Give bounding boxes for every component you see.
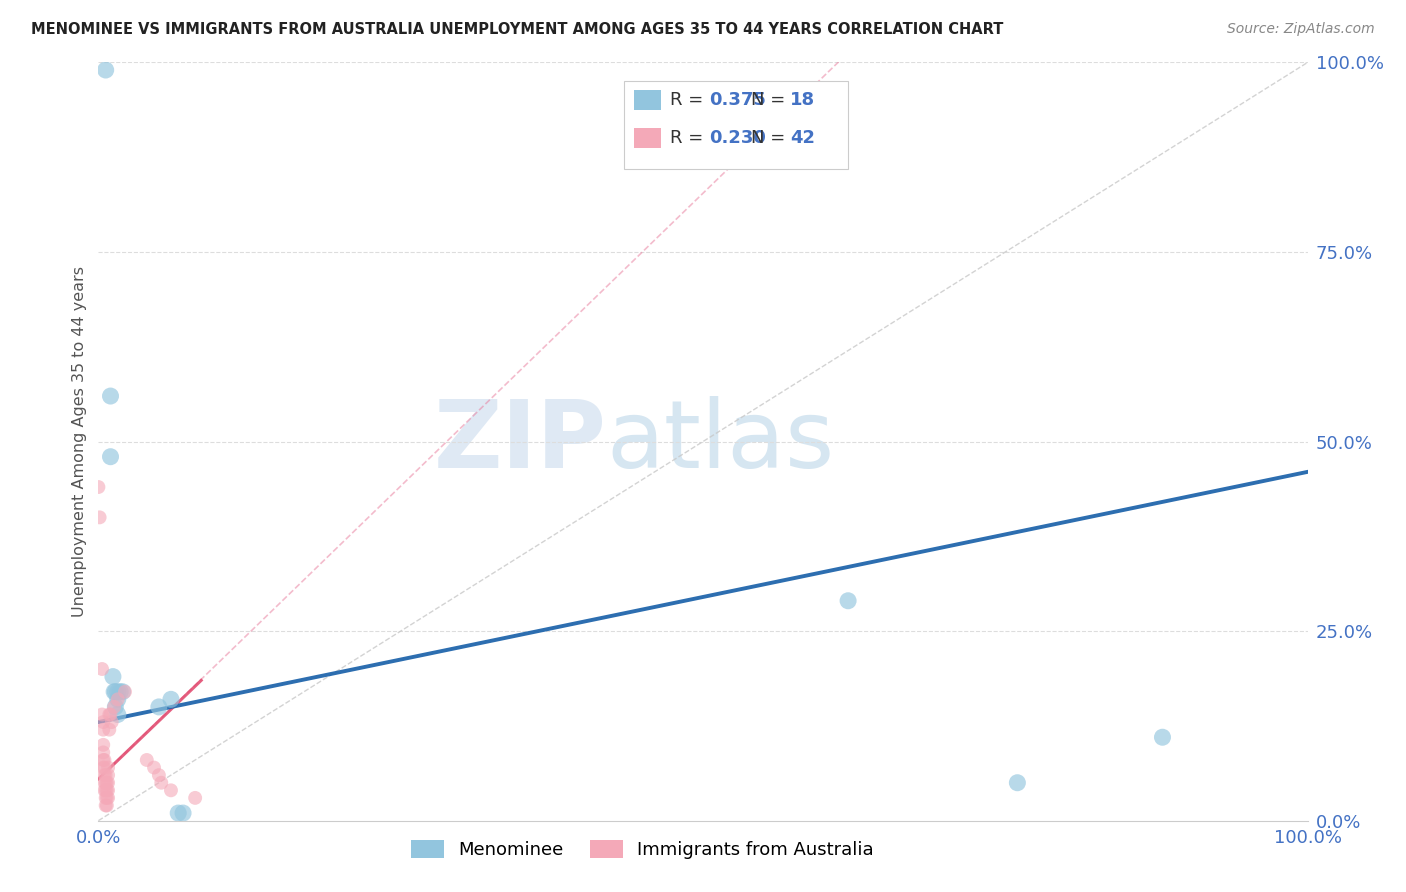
Y-axis label: Unemployment Among Ages 35 to 44 years: Unemployment Among Ages 35 to 44 years	[72, 266, 87, 617]
Point	[100, 389, 122, 403]
Point	[98, 723, 121, 737]
Point	[101, 669, 124, 683]
Point	[89, 510, 111, 524]
Point	[98, 707, 121, 722]
Text: N =: N =	[751, 129, 792, 147]
Point	[91, 760, 114, 774]
Point	[93, 776, 115, 790]
Point	[135, 753, 157, 767]
Point	[93, 768, 115, 782]
Point	[107, 685, 129, 699]
Point	[104, 685, 127, 699]
Point	[104, 699, 127, 714]
Point	[107, 692, 129, 706]
Point	[91, 707, 114, 722]
FancyBboxPatch shape	[624, 81, 848, 169]
Point	[91, 753, 114, 767]
Point	[150, 776, 173, 790]
Point	[148, 768, 170, 782]
Point	[100, 715, 122, 730]
Point	[94, 768, 117, 782]
Point	[96, 791, 118, 805]
Point	[91, 746, 114, 760]
Text: N =: N =	[751, 91, 792, 110]
Text: 0.375: 0.375	[709, 91, 766, 110]
Point	[148, 699, 170, 714]
Point	[184, 791, 207, 805]
Text: Source: ZipAtlas.com: Source: ZipAtlas.com	[1227, 22, 1375, 37]
Point	[160, 692, 183, 706]
Point	[94, 791, 117, 805]
Text: ZIP: ZIP	[433, 395, 606, 488]
Point	[97, 791, 120, 805]
Point	[96, 776, 118, 790]
Point	[837, 594, 859, 608]
Text: atlas: atlas	[606, 395, 835, 488]
Point	[93, 753, 115, 767]
Point	[91, 738, 114, 752]
Point	[93, 760, 115, 774]
Text: 42: 42	[790, 129, 815, 147]
Point	[97, 768, 120, 782]
Point	[111, 685, 134, 699]
Point	[97, 776, 120, 790]
Point	[114, 685, 136, 699]
Point	[91, 662, 114, 676]
Point	[100, 707, 122, 722]
Text: 0.230: 0.230	[709, 129, 766, 147]
Point	[96, 783, 118, 797]
Point	[1152, 730, 1174, 744]
Point	[107, 707, 129, 722]
Point	[143, 760, 166, 774]
Point	[97, 783, 120, 797]
Point	[87, 480, 110, 494]
Point	[94, 783, 117, 797]
Point	[1007, 776, 1029, 790]
Point	[94, 62, 117, 77]
Point	[100, 450, 122, 464]
Point	[97, 760, 120, 774]
Point	[107, 692, 129, 706]
Text: 18: 18	[790, 91, 815, 110]
Point	[94, 798, 117, 813]
Point	[167, 806, 190, 821]
Point	[94, 776, 117, 790]
Point	[96, 798, 118, 813]
Point	[160, 783, 183, 797]
Point	[103, 699, 125, 714]
Bar	[634, 90, 661, 111]
Point	[103, 685, 125, 699]
Point	[93, 783, 115, 797]
Text: R =: R =	[671, 91, 710, 110]
Point	[172, 806, 194, 821]
Point	[108, 685, 131, 699]
Bar	[634, 128, 661, 148]
Text: MENOMINEE VS IMMIGRANTS FROM AUSTRALIA UNEMPLOYMENT AMONG AGES 35 TO 44 YEARS CO: MENOMINEE VS IMMIGRANTS FROM AUSTRALIA U…	[31, 22, 1004, 37]
Point	[91, 715, 114, 730]
Point	[91, 723, 114, 737]
Legend: Menominee, Immigrants from Australia: Menominee, Immigrants from Australia	[404, 833, 882, 866]
Text: R =: R =	[671, 129, 710, 147]
